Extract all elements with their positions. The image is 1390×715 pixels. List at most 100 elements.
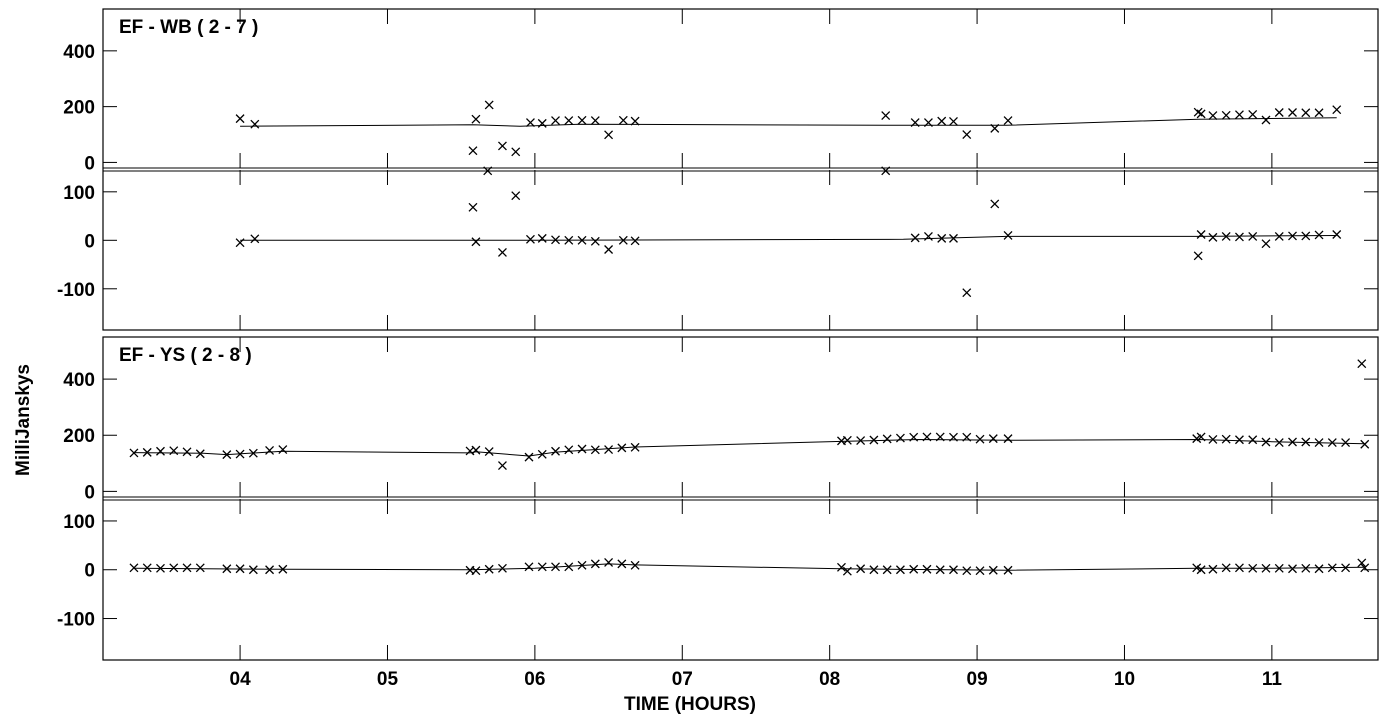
data-point bbox=[1357, 359, 1367, 369]
data-point bbox=[988, 565, 998, 575]
data-point bbox=[564, 235, 574, 245]
data-point bbox=[630, 442, 640, 452]
data-point bbox=[1314, 438, 1324, 448]
data-point bbox=[988, 434, 998, 444]
data-point bbox=[962, 432, 972, 442]
data-point bbox=[604, 445, 614, 455]
data-point bbox=[1301, 231, 1311, 241]
data-point bbox=[551, 116, 560, 126]
data-point bbox=[856, 564, 866, 574]
data-point bbox=[1288, 564, 1297, 574]
data-point bbox=[842, 435, 852, 445]
panel-2: 0 200 400 -100 0 100 EF - YS ( 2 - 8 ) bbox=[57, 336, 1379, 661]
data-point bbox=[856, 436, 866, 446]
data-point bbox=[468, 146, 478, 156]
data-point bbox=[278, 445, 288, 455]
model-line bbox=[240, 235, 1337, 241]
data-point bbox=[222, 450, 232, 460]
data-point bbox=[949, 565, 958, 575]
data-point bbox=[1196, 565, 1206, 575]
data-point bbox=[471, 566, 481, 576]
data-point bbox=[1301, 437, 1311, 447]
data-point bbox=[1193, 107, 1203, 117]
x-tick-label: 05 bbox=[377, 669, 399, 690]
data-point bbox=[962, 130, 972, 139]
panel-title: EF - YS ( 2 - 8 ) bbox=[119, 345, 252, 366]
y-tick-label: 200 bbox=[63, 426, 95, 447]
data-point bbox=[909, 564, 919, 574]
data-point bbox=[1208, 434, 1218, 444]
data-point bbox=[468, 202, 478, 212]
data-point bbox=[1341, 438, 1351, 448]
data-point bbox=[1234, 563, 1244, 573]
y-tick-label: -100 bbox=[57, 610, 95, 631]
data-point bbox=[564, 562, 574, 572]
data-point bbox=[1274, 438, 1284, 448]
data-point bbox=[1192, 563, 1202, 573]
data-point bbox=[990, 123, 1000, 133]
data-point bbox=[250, 234, 260, 244]
data-point bbox=[1003, 565, 1013, 575]
data-point bbox=[250, 119, 260, 129]
data-point bbox=[129, 448, 139, 458]
data-point bbox=[235, 114, 245, 124]
subplot-upper: 0 200 400 bbox=[63, 42, 1378, 176]
data-point bbox=[1221, 110, 1231, 120]
data-point bbox=[1193, 251, 1203, 261]
x-tick-label: 10 bbox=[1114, 669, 1135, 690]
data-point bbox=[1341, 563, 1351, 573]
data-point bbox=[484, 447, 494, 456]
data-point bbox=[537, 118, 547, 128]
data-point bbox=[895, 433, 905, 443]
data-point bbox=[511, 191, 521, 201]
data-point bbox=[1314, 108, 1324, 118]
data-point bbox=[182, 563, 192, 573]
data-point bbox=[471, 114, 481, 124]
data-point bbox=[577, 235, 587, 245]
data-point bbox=[551, 562, 560, 572]
data-point bbox=[278, 564, 288, 574]
data-point bbox=[935, 432, 945, 442]
data-point bbox=[869, 435, 879, 445]
data-point bbox=[630, 236, 640, 246]
data-point bbox=[1196, 109, 1206, 119]
model-line bbox=[133, 563, 1365, 571]
data-point bbox=[1261, 563, 1271, 573]
data-point bbox=[1234, 232, 1244, 242]
data-point bbox=[1274, 231, 1284, 241]
data-point bbox=[618, 115, 628, 125]
data-point bbox=[1357, 558, 1367, 568]
y-tick-label: 0 bbox=[84, 561, 95, 582]
x-tick-label: 11 bbox=[1262, 669, 1283, 690]
data-point bbox=[497, 461, 507, 471]
data-point bbox=[235, 449, 245, 459]
y-tick-label: 400 bbox=[63, 370, 95, 391]
data-point bbox=[551, 446, 560, 456]
data-point bbox=[604, 557, 614, 567]
data-point bbox=[564, 116, 574, 126]
data-point bbox=[1208, 232, 1218, 242]
y-tick-label: 0 bbox=[84, 153, 95, 174]
y-tick-label: 100 bbox=[63, 183, 95, 204]
data-point bbox=[590, 116, 600, 126]
data-point bbox=[1208, 111, 1218, 121]
data-point bbox=[882, 565, 892, 575]
data-point bbox=[537, 562, 547, 572]
data-point bbox=[910, 118, 920, 127]
data-point bbox=[990, 199, 1000, 209]
x-tick-labels: 04 05 06 07 08 09 10 11 bbox=[230, 669, 1283, 690]
data-point bbox=[1196, 230, 1206, 239]
data-point bbox=[1301, 563, 1311, 573]
data-point bbox=[923, 231, 933, 241]
data-point bbox=[869, 565, 879, 575]
data-point bbox=[1248, 435, 1258, 445]
panel-title: EF - WB ( 2 - 7 ) bbox=[119, 17, 258, 38]
subplot-lower: -100 0 100 bbox=[57, 183, 1378, 301]
data-point bbox=[1332, 105, 1342, 115]
model-line bbox=[240, 117, 1337, 127]
data-point bbox=[837, 562, 846, 572]
data-point bbox=[1221, 434, 1231, 444]
data-point bbox=[617, 559, 627, 569]
data-point bbox=[142, 447, 152, 457]
